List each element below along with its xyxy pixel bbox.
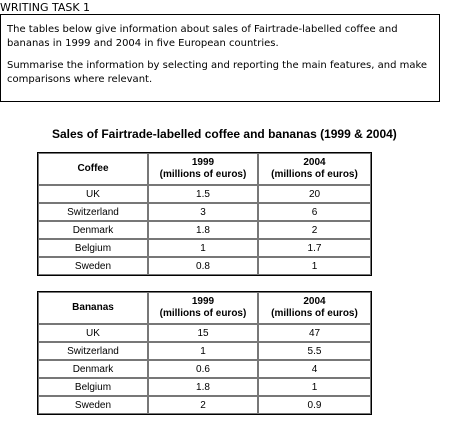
table-row: Switzerland 1 5.5 bbox=[38, 342, 371, 360]
country-cell: Belgium bbox=[38, 378, 148, 396]
country-cell: Denmark bbox=[38, 360, 148, 378]
header-2004: 2004 (millions of euros) bbox=[258, 153, 371, 185]
country-cell: Switzerland bbox=[38, 342, 148, 360]
table-row: Switzerland 3 6 bbox=[38, 203, 371, 221]
table-header-row: Bananas 1999 (millions of euros) 2004 (mil… bbox=[38, 292, 371, 324]
table-row: Belgium 1.8 1 bbox=[38, 378, 371, 396]
header-unit: (millions of euros) bbox=[271, 308, 358, 319]
table-row: UK 15 47 bbox=[38, 324, 371, 342]
value-2004-cell: 1 bbox=[258, 257, 371, 275]
value-1999-cell: 1.8 bbox=[148, 378, 258, 396]
value-2004-cell: 2 bbox=[258, 221, 371, 239]
value-1999-cell: 1 bbox=[148, 342, 258, 360]
country-cell: Switzerland bbox=[38, 203, 148, 221]
value-1999-cell: 2 bbox=[148, 396, 258, 414]
value-1999-cell: 0.8 bbox=[148, 257, 258, 275]
header-unit: (millions of euros) bbox=[271, 169, 358, 180]
country-cell: Denmark bbox=[38, 221, 148, 239]
header-product: Coffee bbox=[38, 153, 148, 185]
table-row: UK 1.5 20 bbox=[38, 185, 371, 203]
header-year: 1999 bbox=[191, 157, 215, 168]
coffee-table: Coffee 1999 (millions of euros) 2004 (mill… bbox=[37, 152, 372, 276]
country-cell: Belgium bbox=[38, 239, 148, 257]
value-2004-cell: 1.7 bbox=[258, 239, 371, 257]
header-unit: (millions of euros) bbox=[159, 169, 247, 180]
value-1999-cell: 1.8 bbox=[148, 221, 258, 239]
table-header-row: Coffee 1999 (millions of euros) 2004 (mill… bbox=[38, 153, 371, 185]
header-product: Bananas bbox=[38, 292, 148, 324]
value-2004-cell: 1 bbox=[258, 378, 371, 396]
value-1999-cell: 15 bbox=[148, 324, 258, 342]
country-cell: Sweden bbox=[38, 257, 148, 275]
prompt-paragraph-2: Summarise the information by selecting a… bbox=[7, 60, 428, 85]
value-2004-cell: 6 bbox=[258, 203, 371, 221]
header-year: 1999 bbox=[191, 296, 215, 307]
value-2004-cell: 4 bbox=[258, 360, 371, 378]
table-title: Sales of Fairtrade-labelled coffee and b… bbox=[52, 127, 397, 141]
table-row: Sweden 0.8 1 bbox=[38, 257, 371, 275]
country-cell: UK bbox=[38, 324, 148, 342]
table-row: Denmark 1.8 2 bbox=[38, 221, 371, 239]
header-year: 2004 bbox=[303, 157, 326, 168]
table-row: Sweden 2 0.9 bbox=[38, 396, 371, 414]
country-cell: UK bbox=[38, 185, 148, 203]
value-1999-cell: 1 bbox=[148, 239, 258, 257]
table-row: Denmark 0.6 4 bbox=[38, 360, 371, 378]
value-1999-cell: 3 bbox=[148, 203, 258, 221]
value-2004-cell: 0.9 bbox=[258, 396, 371, 414]
header-1999: 1999 (millions of euros) bbox=[148, 292, 258, 324]
value-1999-cell: 1.5 bbox=[148, 185, 258, 203]
value-2004-cell: 5.5 bbox=[258, 342, 371, 360]
header-1999: 1999 (millions of euros) bbox=[148, 153, 258, 185]
header-year: 2004 bbox=[303, 296, 326, 307]
header-unit: (millions of euros) bbox=[159, 308, 247, 319]
value-2004-cell: 20 bbox=[258, 185, 371, 203]
bananas-table: Bananas 1999 (millions of euros) 2004 (mil… bbox=[37, 291, 372, 415]
prompt-paragraph-1: The tables below give information about … bbox=[7, 24, 398, 49]
header-2004: 2004 (millions of euros) bbox=[258, 292, 371, 324]
prompt-box: The tables below give information about … bbox=[0, 14, 440, 102]
value-1999-cell: 0.6 bbox=[148, 360, 258, 378]
country-cell: Sweden bbox=[38, 396, 148, 414]
task-heading: WRITING TASK 1 bbox=[0, 1, 91, 14]
table-row: Belgium 1 1.7 bbox=[38, 239, 371, 257]
value-2004-cell: 47 bbox=[258, 324, 371, 342]
